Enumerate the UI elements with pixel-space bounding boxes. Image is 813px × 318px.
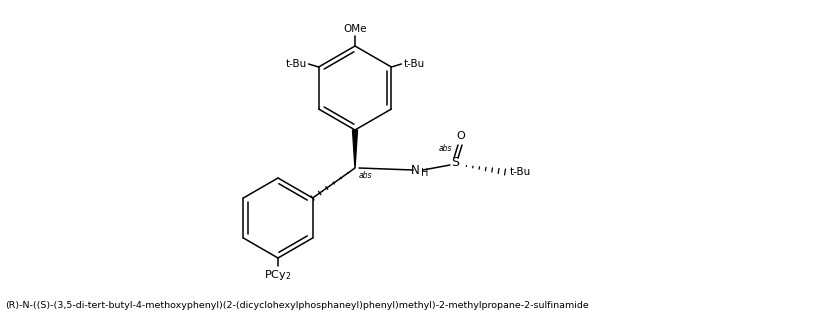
Text: (R)-N-((S)-(3,5-di-tert-butyl-4-methoxyphenyl)(2-(dicyclohexylphosphaneyl)phenyl: (R)-N-((S)-(3,5-di-tert-butyl-4-methoxyp…	[5, 301, 589, 310]
Text: t-Bu: t-Bu	[403, 59, 424, 69]
Text: t-Bu: t-Bu	[510, 167, 531, 177]
Text: PCy$_2$: PCy$_2$	[264, 268, 292, 282]
Text: t-Bu: t-Bu	[285, 59, 307, 69]
Text: abs: abs	[359, 171, 372, 180]
Text: H: H	[421, 168, 428, 178]
Text: OMe: OMe	[343, 24, 367, 34]
Text: abs: abs	[438, 144, 452, 153]
Text: S: S	[451, 156, 459, 169]
Text: O: O	[457, 131, 465, 141]
Text: N: N	[411, 164, 420, 177]
Polygon shape	[353, 130, 358, 168]
